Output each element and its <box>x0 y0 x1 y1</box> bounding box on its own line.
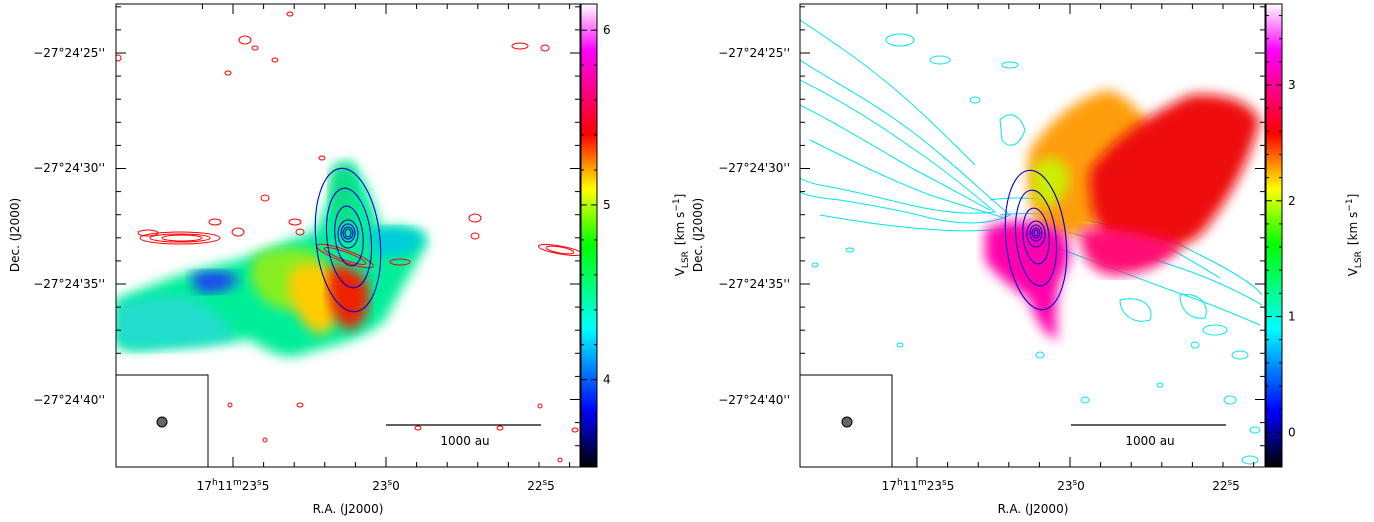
emission-blob-left-east <box>371 227 425 258</box>
x-tick-label-left-1: 23s0 <box>372 478 400 493</box>
scalebar-label-left: 1000 au <box>440 434 489 448</box>
plot-frame-right <box>799 3 1266 468</box>
colorbar-ticks-left: 4 5 6 <box>581 23 611 451</box>
colorbar-ticks-right: 0 1 2 3 <box>1266 15 1296 456</box>
y-tick-label-left-1: −27°24'30'' <box>33 161 105 175</box>
emission-blob-left-cyan <box>116 295 235 349</box>
panel-right: 1000 au −27°24'25'' −27°24'30'' −27°24'3… <box>691 3 1364 516</box>
x-tick-label-right-0: 17h11m23s5 <box>882 478 955 493</box>
colorbar-tick-label: 6 <box>603 23 611 37</box>
emission-blob-left-yellow <box>288 263 342 335</box>
beam-ellipse-right <box>841 416 853 428</box>
beam-inset-left <box>115 374 209 468</box>
y-axis-title-right: Dec. (J2000) <box>691 198 705 272</box>
x-axis-title-right: R.A. (J2000) <box>998 502 1069 516</box>
y-tick-label-right-0: −27°24'25'' <box>718 46 790 60</box>
outflow-contours-left <box>116 11 580 466</box>
x-tick-label-left-2: 22s5 <box>527 478 555 493</box>
colorbar-right <box>1265 3 1283 468</box>
colorbar-tick-label: 2 <box>1288 194 1296 208</box>
panel-left: 1000 au −27°24'25'' −27°24'30'' −27°24'3… <box>8 3 691 516</box>
colorbar-tick-label: 5 <box>603 198 611 212</box>
colorbar-tick-label: 3 <box>1288 78 1296 92</box>
continuum-contours-left <box>314 167 382 313</box>
y-tick-label-right-1: −27°24'30'' <box>718 161 790 175</box>
emission-blob-left-blue <box>190 270 240 293</box>
colorbar-tick-label: 0 <box>1288 425 1296 439</box>
y-tick-label-right-2: −27°24'35'' <box>718 277 790 291</box>
beam-ellipse-left <box>156 416 168 428</box>
colorbar-title-right: VLSR[km s−1] <box>1345 194 1364 277</box>
y-tick-label-right-3: −27°24'40'' <box>718 393 790 407</box>
colorbar-left <box>580 3 598 468</box>
emission-blob-right-yellow <box>1032 157 1070 207</box>
y-tick-label-left-3: −27°24'40'' <box>33 393 105 407</box>
y-axis-title-left: Dec. (J2000) <box>8 198 22 272</box>
x-axis-title-left: R.A. (J2000) <box>313 502 384 516</box>
x-tick-label-right-2: 22s5 <box>1212 478 1240 493</box>
y-tick-label-left-2: −27°24'35'' <box>33 277 105 291</box>
continuum-contours-right <box>1004 169 1068 311</box>
x-tick-label-right-1: 23s0 <box>1057 478 1085 493</box>
colorbar-tick-label: 4 <box>603 373 611 387</box>
emission-blob-right-magenta-east <box>1080 228 1180 275</box>
velocity-map-left <box>116 160 428 357</box>
y-tick-label-left-0: −27°24'25'' <box>33 46 105 60</box>
colorbar-tick-label: 1 <box>1288 310 1296 324</box>
x-tick-label-left-0: 17h11m23s5 <box>197 478 270 493</box>
emission-blob-left-north <box>330 163 357 232</box>
scalebar-label-right: 1000 au <box>1125 434 1174 448</box>
emission-blob-right-red <box>1089 94 1260 259</box>
colorbar-title-left: VLSR[km s−1] <box>672 194 691 277</box>
plot-frame-left <box>115 3 581 468</box>
emission-blob-left-red <box>328 265 370 330</box>
